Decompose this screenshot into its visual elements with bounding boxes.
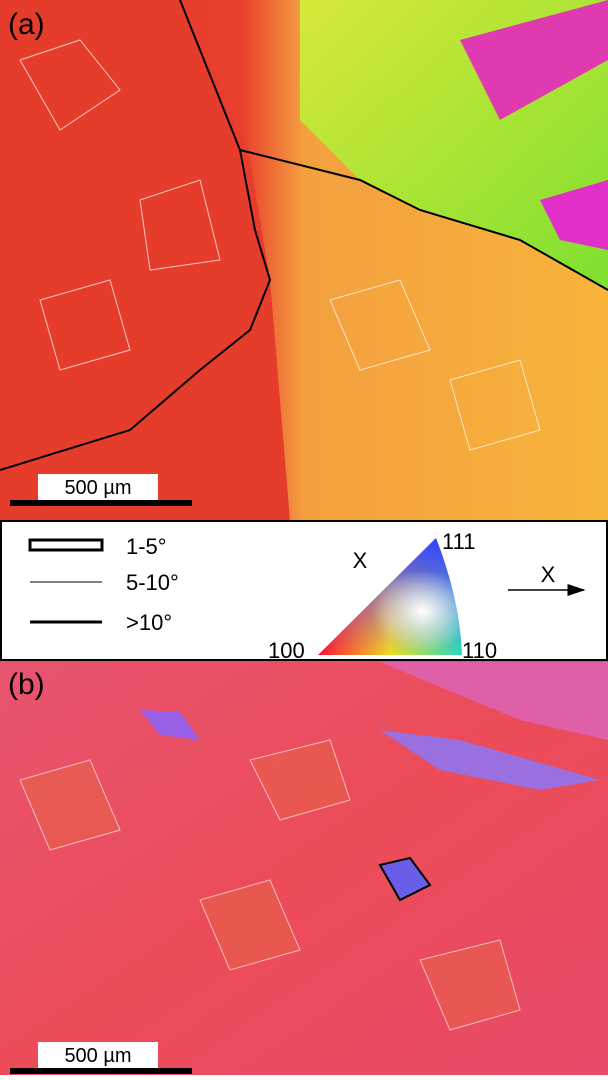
triangle-label: 110 bbox=[462, 638, 497, 663]
triangle-label: 100 bbox=[268, 638, 305, 663]
grain-region bbox=[460, 0, 608, 120]
legend-symbol bbox=[28, 538, 104, 552]
scale-bar bbox=[10, 500, 192, 506]
axis-label: X bbox=[541, 562, 556, 587]
scale-box bbox=[38, 474, 158, 501]
grain-region bbox=[19, 739, 521, 1031]
scale-label: 500 µm bbox=[64, 477, 131, 499]
grain-region bbox=[540, 180, 608, 250]
boundary bbox=[0, 0, 608, 471]
scale-label: 500 µm bbox=[64, 1045, 131, 1067]
grain-region bbox=[378, 856, 432, 902]
legend-label: 1-5° bbox=[126, 534, 167, 559]
panel-a: (a) 500 µm bbox=[0, 0, 608, 520]
scale-box bbox=[38, 1042, 158, 1069]
grain-region bbox=[0, 0, 290, 520]
triangle-label: 111 bbox=[442, 529, 475, 554]
panel-b: (b) 500 µm bbox=[0, 661, 608, 1075]
map-b bbox=[0, 661, 608, 1075]
panel-label: (a) bbox=[8, 8, 45, 41]
legend: 1-5° 5-10° >10° X 111 100 110 X bbox=[0, 520, 608, 663]
grain-region bbox=[380, 730, 600, 790]
boundary bbox=[19, 39, 541, 451]
direction-label: X bbox=[353, 548, 368, 573]
legend-label: >10° bbox=[126, 610, 172, 635]
grain-region bbox=[140, 710, 200, 740]
grain-region bbox=[380, 662, 608, 740]
scale-bar bbox=[10, 1068, 192, 1074]
panel-label: (b) bbox=[8, 668, 45, 701]
legend-label: 5-10° bbox=[126, 570, 179, 595]
